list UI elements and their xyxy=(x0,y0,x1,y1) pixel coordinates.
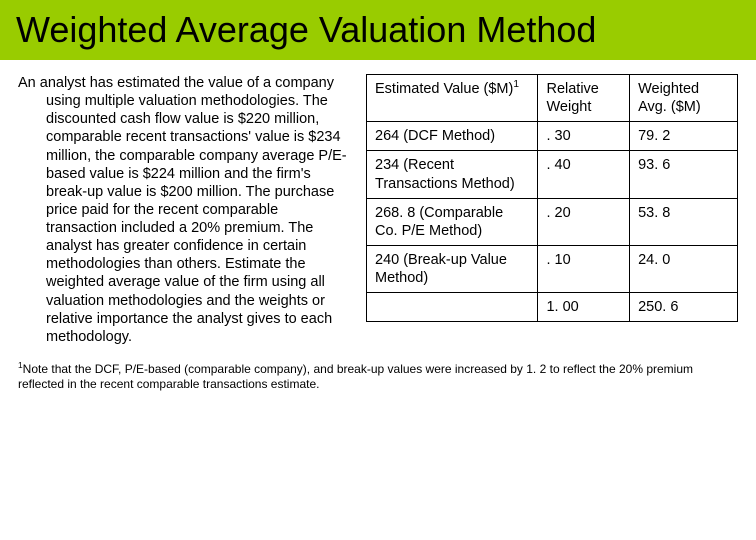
body-column: An analyst has estimated the value of a … xyxy=(18,74,348,346)
cell-method: 240 (Break-up Value Method) xyxy=(367,245,538,292)
table-row: 234 (Recent Transactions Method) . 40 93… xyxy=(367,151,738,198)
cell-method: 264 (DCF Method) xyxy=(367,122,538,151)
cell-avg: 53. 8 xyxy=(630,198,738,245)
cell-weight: . 40 xyxy=(538,151,630,198)
title-bar: Weighted Average Valuation Method xyxy=(0,0,756,60)
table-column: Estimated Value ($M)1 Relative Weight We… xyxy=(366,74,738,346)
cell-avg: 24. 0 xyxy=(630,245,738,292)
col-header-estimated-value: Estimated Value ($M)1 xyxy=(367,75,538,122)
body-paragraph: An analyst has estimated the value of a … xyxy=(18,74,348,346)
footnote: 1Note that the DCF, P/E-based (comparabl… xyxy=(0,352,756,392)
cell-method xyxy=(367,293,538,322)
col-header-weighted-avg: Weighted Avg. ($M) xyxy=(630,75,738,122)
footnote-text: Note that the DCF, P/E-based (comparable… xyxy=(18,362,693,391)
cell-weight: . 20 xyxy=(538,198,630,245)
col-header-relative-weight: Relative Weight xyxy=(538,75,630,122)
slide-title: Weighted Average Valuation Method xyxy=(8,9,596,51)
cell-avg: 250. 6 xyxy=(630,293,738,322)
cell-method: 268. 8 (Comparable Co. P/E Method) xyxy=(367,198,538,245)
cell-avg: 79. 2 xyxy=(630,122,738,151)
cell-avg: 93. 6 xyxy=(630,151,738,198)
table-row: 268. 8 (Comparable Co. P/E Method) . 20 … xyxy=(367,198,738,245)
table-row-total: 1. 00 250. 6 xyxy=(367,293,738,322)
table-row: 264 (DCF Method) . 30 79. 2 xyxy=(367,122,738,151)
table-header-row: Estimated Value ($M)1 Relative Weight We… xyxy=(367,75,738,122)
cell-weight: 1. 00 xyxy=(538,293,630,322)
cell-weight: . 10 xyxy=(538,245,630,292)
content-area: An analyst has estimated the value of a … xyxy=(0,60,756,352)
table-row: 240 (Break-up Value Method) . 10 24. 0 xyxy=(367,245,738,292)
valuation-table: Estimated Value ($M)1 Relative Weight We… xyxy=(366,74,738,322)
cell-method: 234 (Recent Transactions Method) xyxy=(367,151,538,198)
cell-weight: . 30 xyxy=(538,122,630,151)
